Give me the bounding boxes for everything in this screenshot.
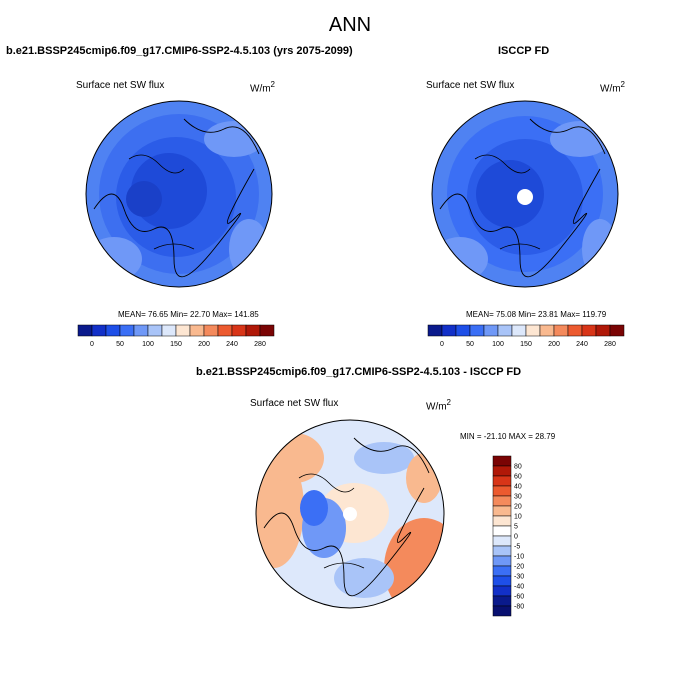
colorbar-3-label: -5 bbox=[514, 544, 520, 551]
figure-title: ANN bbox=[328, 14, 372, 36]
colorbar-2-swatch bbox=[595, 324, 611, 337]
colorbar-3-label: -20 bbox=[514, 564, 524, 571]
colorbar-2-swatch bbox=[427, 324, 443, 337]
colorbar-2-swatch bbox=[609, 324, 625, 337]
colorbar-1-label: 240 bbox=[226, 341, 238, 348]
colorbar-2: 050100150200240280320 bbox=[427, 324, 625, 348]
colorbar-1-label: 100 bbox=[142, 341, 154, 348]
colorbar-1-swatch bbox=[105, 324, 121, 337]
colorbar-3-label: 80 bbox=[514, 464, 522, 471]
colorbar-2-swatch bbox=[539, 324, 555, 337]
colorbar-1-swatch bbox=[189, 324, 205, 337]
colorbar-3-swatch bbox=[492, 465, 512, 477]
colorbar-1-swatch bbox=[203, 324, 219, 337]
colorbar-3-label: -10 bbox=[514, 554, 524, 561]
colorbar-2-swatch bbox=[483, 324, 499, 337]
colorbar-1-swatch bbox=[231, 324, 247, 337]
colorbar-1-swatch bbox=[147, 324, 163, 337]
colorbar-2-swatch bbox=[469, 324, 485, 337]
colorbar-2-swatch bbox=[511, 324, 527, 337]
panel-2-variable: Surface net SW flux bbox=[426, 80, 515, 91]
panel-3-variable: Surface net SW flux bbox=[250, 398, 339, 409]
colorbar-3-label: -40 bbox=[514, 584, 524, 591]
colorbar-3-swatch bbox=[492, 565, 512, 577]
panel-3-stats: MIN = -21.10 MAX = 28.79 bbox=[460, 432, 556, 441]
colorbar-3-label: -60 bbox=[514, 594, 524, 601]
colorbar-3-swatch bbox=[492, 485, 512, 497]
colorbar-3-label: 0 bbox=[514, 534, 518, 541]
colorbar-1-swatch bbox=[119, 324, 135, 337]
colorbar-1-label: 0 bbox=[90, 341, 94, 348]
panel-1-title: b.e21.BSSP245cmip6.f09_g17.CMIP6-SSP2-4.… bbox=[6, 45, 353, 57]
panel-2-polar-map bbox=[431, 100, 619, 288]
colorbar-3-label: 20 bbox=[514, 504, 522, 511]
colorbar-3-swatch bbox=[492, 505, 512, 517]
colorbar-3-label: 5 bbox=[514, 524, 518, 531]
colorbar-1-swatch bbox=[77, 324, 93, 337]
panel-3-polar-map bbox=[255, 419, 445, 609]
colorbar-3-label: 10 bbox=[514, 514, 522, 521]
colorbar-3-swatch bbox=[492, 575, 512, 587]
colorbar-2-swatch bbox=[525, 324, 541, 337]
colorbar-2-swatch bbox=[581, 324, 597, 337]
colorbar-1-label: 50 bbox=[116, 341, 124, 348]
colorbar-3-swatch bbox=[492, 455, 512, 467]
colorbar-3: 80 60 40 30 20 10 5 0 -5 -10 -20 -30 -40 -60 -80 bbox=[492, 455, 524, 617]
colorbar-1-swatch bbox=[259, 324, 275, 337]
colorbar-1-swatch bbox=[91, 324, 107, 337]
colorbar-2-label: 50 bbox=[466, 341, 474, 348]
colorbar-2-label: 100 bbox=[492, 341, 504, 348]
colorbar-2-swatch bbox=[567, 324, 583, 337]
colorbar-2-label: 0 bbox=[440, 341, 444, 348]
colorbar-3-swatch bbox=[492, 515, 512, 527]
colorbar-3-swatch bbox=[492, 595, 512, 607]
colorbar-2-label: 240 bbox=[576, 341, 588, 348]
colorbar-3-label: 40 bbox=[514, 484, 522, 491]
colorbar-1-swatch bbox=[245, 324, 261, 337]
colorbar-3-swatch bbox=[492, 535, 512, 547]
panel-2-units: W/m2 bbox=[600, 80, 625, 95]
panel-3-title: b.e21.BSSP245cmip6.f09_g17.CMIP6-SSP2-4.… bbox=[196, 366, 522, 378]
colorbar-2-swatch bbox=[553, 324, 569, 337]
colorbar-1-swatch bbox=[161, 324, 177, 337]
colorbar-3-swatch bbox=[492, 585, 512, 597]
panel-1-units: W/m2 bbox=[250, 80, 275, 95]
colorbar-1-label: 150 bbox=[170, 341, 182, 348]
colorbar-2-label: 280 bbox=[604, 341, 616, 348]
panel-1-polar-map bbox=[85, 100, 273, 288]
colorbar-1-swatch bbox=[217, 324, 233, 337]
colorbar-3-swatch bbox=[492, 475, 512, 487]
colorbar-2-swatch bbox=[497, 324, 513, 337]
colorbar-3-swatch bbox=[492, 545, 512, 557]
colorbar-1-label: 280 bbox=[254, 341, 266, 348]
panel-2-stats: MEAN= 75.08 Min= 23.81 Max= 119.79 bbox=[466, 310, 607, 319]
colorbar-1-swatch bbox=[133, 324, 149, 337]
colorbar-1-label: 200 bbox=[198, 341, 210, 348]
colorbar-1-swatch bbox=[175, 324, 191, 337]
colorbar-3-swatch bbox=[492, 555, 512, 567]
colorbar-2-label: 200 bbox=[548, 341, 560, 348]
colorbar-3-swatch bbox=[492, 495, 512, 507]
panel-1-variable: Surface net SW flux bbox=[76, 80, 165, 91]
colorbar-3-swatch bbox=[492, 605, 512, 617]
colorbar-2-swatch bbox=[455, 324, 471, 337]
colorbar-3-label: 60 bbox=[514, 474, 522, 481]
colorbar-3-label: -30 bbox=[514, 574, 524, 581]
colorbar-3-swatch bbox=[492, 525, 512, 537]
panel-2-title: ISCCP FD bbox=[498, 45, 550, 57]
colorbar-3-label: 30 bbox=[514, 494, 522, 501]
colorbar-3-label: -80 bbox=[514, 604, 524, 611]
panel-3-units: W/m2 bbox=[426, 398, 451, 413]
colorbar-2-swatch bbox=[441, 324, 457, 337]
panel-1-stats: MEAN= 76.65 Min= 22.70 Max= 141.85 bbox=[118, 310, 259, 319]
colorbar-1: 050100150200240280320 bbox=[77, 324, 275, 348]
colorbar-2-label: 150 bbox=[520, 341, 532, 348]
